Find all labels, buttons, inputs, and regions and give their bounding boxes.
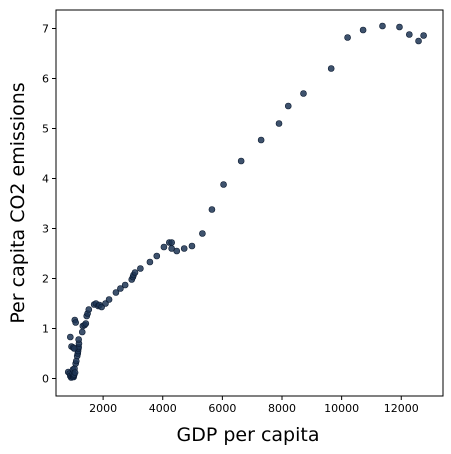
data-point [168,239,175,246]
y-axis: 0 1 2 3 4 5 6 7 [42,23,56,386]
data-point [75,336,82,343]
data-point [188,242,196,250]
y-tick-label: 0 [42,373,49,386]
x-tick-label: 8000 [268,402,296,415]
data-point [208,206,216,213]
data-point [131,269,139,276]
data-point [105,296,113,303]
data-point [199,230,206,237]
data-point [70,345,78,352]
data-point [257,136,265,144]
data-point [85,306,93,313]
y-tick-label: 2 [42,273,49,286]
data-point [137,265,144,272]
data-point [300,90,307,97]
data-point [415,37,422,45]
y-tick-label: 1 [42,323,49,336]
x-tick-label: 10000 [324,402,359,415]
y-tick-label: 5 [42,123,49,136]
y-tick-label: 7 [42,23,49,36]
y-axis-label: Per capita CO2 emissions [7,82,29,323]
data-point [112,289,120,296]
x-tick-label: 4000 [149,402,177,415]
y-tick-label: 6 [42,73,49,86]
data-point [67,333,74,341]
data-point [78,328,86,336]
x-tick-label: 2000 [89,402,117,415]
data-point [220,181,227,188]
data-point [396,23,403,31]
x-tick-label: 12000 [384,402,419,415]
data-point [117,285,124,292]
data-point [237,157,245,165]
plot-frame [55,9,444,397]
data-point [327,65,335,72]
data-point [180,245,188,252]
data-point [82,320,90,327]
data-point [72,319,79,326]
data-point [146,258,154,266]
data-point [173,247,181,255]
data-point [153,252,161,260]
y-tick-label: 3 [42,223,49,236]
data-points [64,22,427,381]
x-axis: 2000 4000 6000 8000 10000 12000 [89,396,419,415]
y-tick-label: 4 [42,173,49,186]
data-point [359,26,367,34]
x-tick-label: 6000 [208,402,236,415]
data-point [284,102,292,110]
data-point [121,281,129,289]
data-point [379,22,386,30]
data-point [344,34,351,41]
data-point [275,120,283,127]
x-axis-label: GDP per capita [177,424,320,446]
data-point [71,369,79,376]
data-point [160,243,168,251]
data-point [406,31,413,38]
data-point [420,32,427,39]
